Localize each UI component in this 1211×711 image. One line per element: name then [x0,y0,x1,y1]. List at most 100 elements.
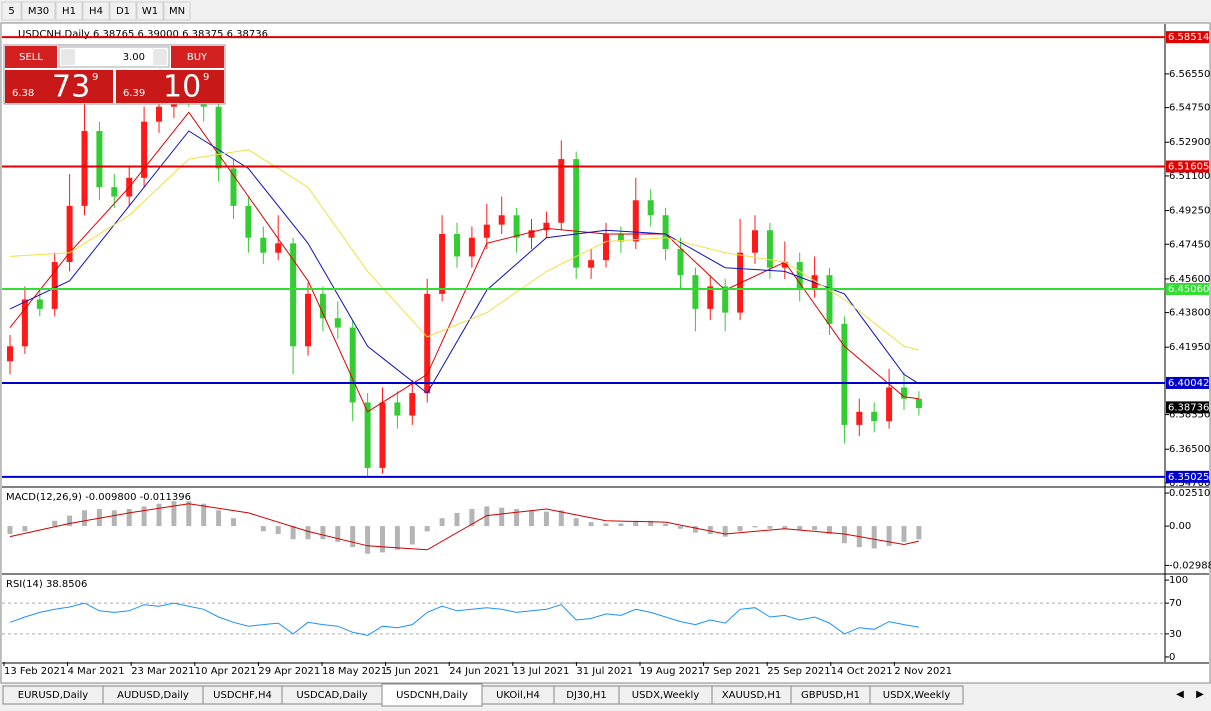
y-tick-label: 6.47450 [1169,239,1210,250]
tab-label[interactable]: EURUSD,Daily [18,690,89,701]
y-tick-label: 6.41950 [1169,342,1210,353]
y-tick-label: 0 [1169,652,1175,663]
macd-bar [439,518,445,527]
candle-body [513,215,520,238]
sell-label[interactable]: SELL [19,52,43,63]
timeframe-label[interactable]: W1 [142,6,158,17]
lot-value[interactable]: 3.00 [123,52,145,63]
moving-average [9,130,920,394]
timeframe-label[interactable]: H1 [62,6,76,17]
tab-label[interactable]: GBPUSD,H1 [801,690,860,701]
timeframe-button[interactable] [21,1,56,21]
tab-label[interactable]: USDCNH,Daily [396,690,468,701]
x-tick-label: 5 Jun 2021 [386,666,440,677]
timeframe-button[interactable] [1,1,22,21]
buy-label[interactable]: BUY [187,52,208,63]
macd-bar [305,526,311,540]
macd-bar [767,526,773,529]
candle-body [886,387,893,422]
toolbar [0,0,1211,22]
timeframe-label[interactable]: D1 [116,6,130,17]
macd-bar [663,523,669,527]
level-tag [1166,376,1209,389]
timeframe-label[interactable]: M30 [28,6,49,17]
tab-label[interactable]: DJ30,H1 [566,690,606,701]
tab-label[interactable]: USDCHF,H4 [213,690,272,701]
ask-box[interactable] [116,70,224,103]
lot-up[interactable] [153,49,167,65]
tab-label[interactable]: AUDUSD,Daily [117,690,189,701]
macd-bar [499,507,505,527]
candle-body [349,327,356,403]
y-tick-label: 0.025108 [1169,488,1211,499]
timeframe-button[interactable] [136,1,164,21]
x-tick-label: 31 Jul 2021 [576,666,633,677]
macd-bar [171,501,177,527]
candle-body [290,243,297,347]
bid-box[interactable] [5,70,113,103]
timeframe-label[interactable]: H4 [89,6,103,17]
buy-button[interactable] [171,46,224,68]
macd-bar [111,510,117,527]
macd-bar [141,506,147,527]
tab-label[interactable]: USDX,Weekly [883,690,951,701]
y-tick-label: -0.029881 [1169,560,1211,571]
candle-body [275,243,282,253]
y-tick-label: 6.34700 [1169,478,1210,489]
macd-bar [52,520,58,527]
timeframe-button[interactable] [109,1,137,21]
tab-label[interactable]: UKOil,H4 [496,690,540,701]
macd-bar [320,526,326,540]
x-tick-label: 4 Mar 2021 [68,666,125,677]
macd-bar [201,503,207,527]
lot-down[interactable] [61,49,75,65]
candle-body [439,233,446,294]
sell-button[interactable] [5,46,57,68]
tab-label[interactable]: XAUUSD,H1 [722,690,781,701]
macd-bar [82,510,87,527]
macd-bar [692,526,698,533]
level-label: 6.35025 [1168,472,1209,483]
macd-bar [380,526,385,553]
macd-bar [678,526,683,529]
timeframe-label[interactable]: MN [169,6,185,17]
macd-bar [335,526,341,542]
candle-body [841,323,848,425]
timeframe-button[interactable] [55,1,83,21]
candle-body [528,230,535,238]
x-tick-label: 13 Jul 2021 [513,666,570,677]
tab-scroll[interactable]: ▶ [1196,689,1204,700]
tab[interactable] [869,685,964,705]
macd-bar [22,526,28,532]
macd-bar [260,526,266,532]
x-tick-label: 2 Nov 2021 [894,666,952,677]
candle-body [632,200,639,242]
macd-bar [290,526,296,540]
tab-scroll[interactable]: ◀ [1176,689,1184,700]
macd-bar [722,526,728,537]
timeframe-button[interactable] [163,1,191,21]
candle-body [394,402,401,416]
candle-body [319,293,326,319]
lot-input[interactable] [58,46,170,68]
macd-bar [558,510,564,527]
y-tick-label: 6.52900 [1169,137,1210,148]
level-label: 6.51605 [1168,161,1209,172]
timeframe-button[interactable] [82,1,110,21]
candle-body [334,318,341,328]
y-tick-label: 6.51100 [1169,171,1210,182]
x-tick-label: 14 Oct 2021 [831,666,893,677]
tab-label[interactable]: USDX,Weekly [632,690,700,701]
macd-bar [484,506,490,527]
macd-bar [186,501,192,527]
pane-header: MACD(12,26,9) -0.009800 -0.011396 [6,492,191,503]
tab-label[interactable]: USDCAD,Daily [296,690,367,701]
timeframe-label[interactable]: 5 [8,6,14,17]
candle-body [51,262,58,309]
level-tag [1166,160,1209,173]
candle-body [647,200,654,216]
candle-body [796,262,803,291]
x-tick-label: 13 Feb 2021 [4,666,66,677]
macd-bar [454,512,460,527]
macd-bar [737,526,743,532]
